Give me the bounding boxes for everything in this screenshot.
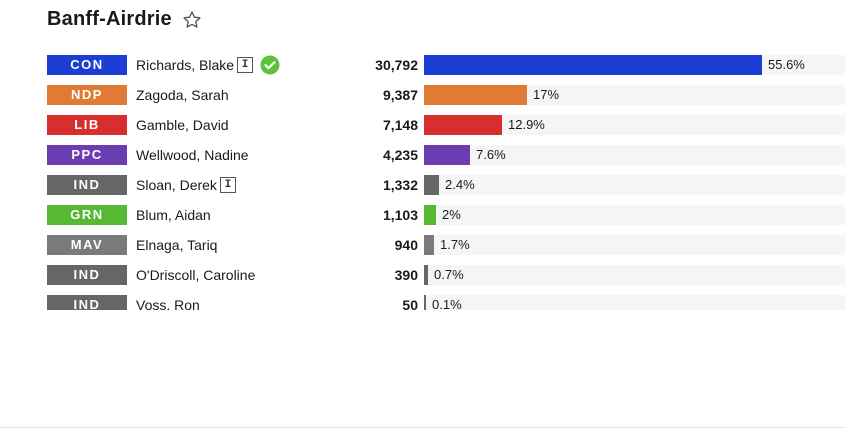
vote-share-bar bbox=[424, 265, 428, 285]
candidate-row: IND O'Driscoll, Caroline 390 0.7% bbox=[47, 265, 845, 295]
vote-percentage: 12.9% bbox=[508, 117, 545, 132]
vote-share-track: 2.4% bbox=[424, 175, 845, 195]
candidate-name-cell: Wellwood, Nadine bbox=[136, 145, 249, 165]
vote-percentage: 0.1% bbox=[432, 297, 462, 310]
party-badge: LIB bbox=[47, 115, 127, 135]
vote-share-track: 0.7% bbox=[424, 265, 845, 285]
vote-share-bar bbox=[424, 235, 434, 255]
candidate-row: MAV Elnaga, Tariq 940 1.7% bbox=[47, 235, 845, 265]
vote-percentage: 0.7% bbox=[434, 267, 464, 282]
elected-check-icon bbox=[260, 55, 280, 75]
vote-share-track: 55.6% bbox=[424, 55, 845, 75]
vote-share-track: 17% bbox=[424, 85, 845, 105]
vote-count: 7,148 bbox=[382, 117, 418, 133]
candidate-row: IND Voss, Ron 50 0.1% bbox=[47, 295, 845, 310]
candidate-name-cell: Voss, Ron bbox=[136, 295, 200, 310]
incumbent-icon[interactable]: I bbox=[237, 57, 254, 73]
candidate-name-cell: Elnaga, Tariq bbox=[136, 235, 217, 255]
candidate-name: Zagoda, Sarah bbox=[136, 87, 229, 103]
vote-count: 30,792 bbox=[375, 57, 418, 73]
vote-percentage: 2.4% bbox=[445, 177, 475, 192]
riding-header: Banff-Airdrie bbox=[47, 8, 202, 31]
divider bbox=[0, 427, 845, 428]
vote-percentage: 7.6% bbox=[476, 147, 506, 162]
vote-count: 940 bbox=[394, 237, 418, 253]
party-badge: IND bbox=[47, 175, 127, 195]
vote-share-bar bbox=[424, 205, 436, 225]
candidate-name: Elnaga, Tariq bbox=[136, 237, 218, 253]
vote-share-track: 0.1% bbox=[424, 295, 845, 310]
riding-title: Banff-Airdrie bbox=[47, 8, 172, 30]
vote-count: 390 bbox=[394, 267, 418, 283]
vote-share-track: 2% bbox=[424, 205, 845, 225]
party-badge: PPC bbox=[47, 145, 127, 165]
vote-percentage: 1.7% bbox=[440, 237, 470, 252]
vote-count: 50 bbox=[402, 297, 418, 310]
vote-share-bar bbox=[424, 85, 527, 105]
party-badge: GRN bbox=[47, 205, 127, 225]
star-icon[interactable] bbox=[182, 10, 202, 30]
vote-share-bar bbox=[424, 175, 439, 195]
vote-count: 9,387 bbox=[382, 87, 418, 103]
candidate-name: Voss, Ron bbox=[136, 297, 200, 310]
candidate-name: Wellwood, Nadine bbox=[136, 147, 249, 163]
results-table: CON Richards, Blake I 30,792 55.6% NDP Zagoda,… bbox=[47, 55, 845, 310]
candidate-row: PPC Wellwood, Nadine 4,235 7.6% bbox=[47, 145, 845, 175]
candidate-name: Sloan, Derek bbox=[136, 177, 217, 193]
candidate-row: CON Richards, Blake I 30,792 55.6% bbox=[47, 55, 845, 85]
vote-count: 4,235 bbox=[382, 147, 418, 163]
candidate-name-cell: Richards, Blake I bbox=[136, 55, 280, 75]
candidate-name-cell: O'Driscoll, Caroline bbox=[136, 265, 255, 285]
candidate-name: O'Driscoll, Caroline bbox=[136, 267, 256, 283]
vote-share-track: 1.7% bbox=[424, 235, 845, 255]
vote-share-bar bbox=[424, 115, 502, 135]
party-badge: NDP bbox=[47, 85, 127, 105]
vote-share-bar bbox=[424, 295, 426, 310]
candidate-row: LIB Gamble, David 7,148 12.9% bbox=[47, 115, 845, 145]
vote-percentage: 55.6% bbox=[768, 57, 805, 72]
candidate-row: NDP Zagoda, Sarah 9,387 17% bbox=[47, 85, 845, 115]
vote-count: 1,332 bbox=[382, 177, 418, 193]
vote-share-bar bbox=[424, 55, 762, 75]
candidate-name: Blum, Aidan bbox=[136, 207, 211, 223]
candidate-name-cell: Gamble, David bbox=[136, 115, 229, 135]
incumbent-icon[interactable]: I bbox=[219, 177, 236, 193]
candidate-name-cell: Zagoda, Sarah bbox=[136, 85, 229, 105]
candidate-row: IND Sloan, Derek I 1,332 2.4% bbox=[47, 175, 845, 205]
candidate-name-cell: Blum, Aidan bbox=[136, 205, 211, 225]
vote-count: 1,103 bbox=[382, 207, 418, 223]
candidate-name-cell: Sloan, Derek I bbox=[136, 175, 236, 195]
vote-percentage: 17% bbox=[533, 87, 560, 102]
vote-share-track: 12.9% bbox=[424, 115, 845, 135]
vote-share-bar bbox=[424, 145, 470, 165]
party-badge: IND bbox=[47, 265, 127, 285]
vote-percentage: 2% bbox=[442, 207, 461, 222]
party-badge: IND bbox=[47, 295, 127, 310]
candidate-name: Richards, Blake bbox=[136, 57, 235, 73]
vote-share-track: 7.6% bbox=[424, 145, 845, 165]
party-badge: CON bbox=[47, 55, 127, 75]
candidate-name: Gamble, David bbox=[136, 117, 229, 133]
party-badge: MAV bbox=[47, 235, 127, 255]
candidate-row: GRN Blum, Aidan 1,103 2% bbox=[47, 205, 845, 235]
